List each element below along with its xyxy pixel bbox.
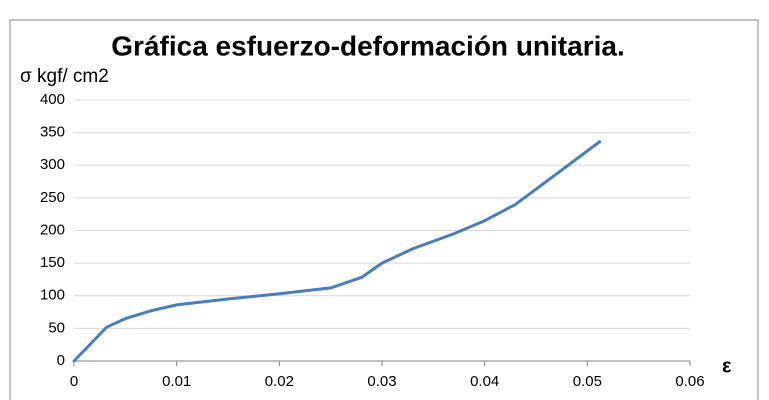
y-tick-label: 350 <box>40 124 65 141</box>
y-tick-label: 250 <box>40 189 65 206</box>
y-tick-label: 100 <box>40 287 65 304</box>
y-tick-label: 300 <box>40 156 65 173</box>
y-tick-label: 50 <box>48 319 65 336</box>
chart-border <box>9 19 759 400</box>
y-axis-label: σ kgf/ cm2 <box>20 66 109 87</box>
x-tick-label: 0.03 <box>367 373 396 390</box>
y-tick-label: 400 <box>40 91 65 108</box>
x-tick-label: 0 <box>70 373 78 390</box>
y-tick-label: 150 <box>40 254 65 271</box>
y-tick-label: 200 <box>40 221 65 238</box>
x-tick-label: 0.02 <box>265 373 294 390</box>
x-tick-label: 0.01 <box>162 373 191 390</box>
x-tick-label: 0.06 <box>675 373 704 390</box>
y-tick-label: 0 <box>57 352 65 369</box>
x-tick-label: 0.05 <box>573 373 602 390</box>
chart-title: Gráfica esfuerzo-deformación unitaria. <box>111 30 624 61</box>
x-axis-label: ε <box>722 355 732 377</box>
data-line <box>72 140 602 363</box>
x-tick-label: 0.04 <box>470 373 499 390</box>
